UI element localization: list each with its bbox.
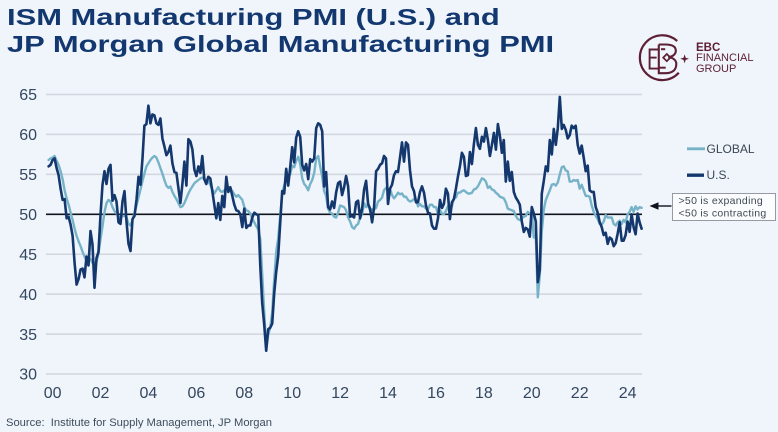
svg-text:60: 60 [19, 127, 37, 144]
svg-text:>50 is expanding: >50 is expanding [679, 195, 764, 207]
svg-text:40: 40 [19, 287, 37, 304]
svg-text:14: 14 [379, 385, 397, 402]
svg-text:<50 is contracting: <50 is contracting [679, 207, 767, 219]
svg-text:08: 08 [235, 385, 253, 402]
svg-text:12: 12 [331, 385, 349, 402]
svg-text:18: 18 [475, 385, 493, 402]
svg-text:45: 45 [19, 247, 37, 264]
svg-text:20: 20 [523, 385, 541, 402]
svg-text:04: 04 [140, 385, 158, 402]
svg-text:30: 30 [19, 367, 37, 384]
svg-text:24: 24 [619, 385, 637, 402]
svg-text:35: 35 [19, 327, 37, 344]
svg-text:00: 00 [44, 385, 62, 402]
svg-text:GLOBAL: GLOBAL [707, 142, 755, 156]
svg-text:U.S.: U.S. [707, 168, 730, 182]
svg-text:06: 06 [188, 385, 206, 402]
svg-text:02: 02 [92, 385, 110, 402]
svg-text:55: 55 [19, 167, 37, 184]
svg-text:10: 10 [283, 385, 301, 402]
svg-text:65: 65 [19, 87, 37, 104]
svg-text:16: 16 [427, 385, 445, 402]
svg-text:22: 22 [571, 385, 589, 402]
svg-text:50: 50 [19, 207, 37, 224]
